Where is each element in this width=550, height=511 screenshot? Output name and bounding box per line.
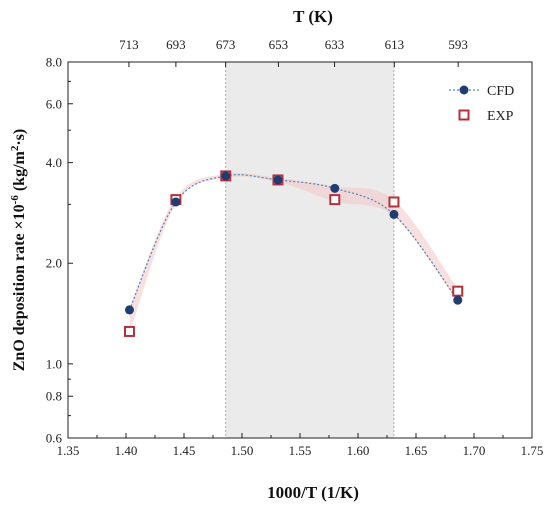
top-axis-title: T (K) (293, 7, 333, 26)
top-tick-label: 633 (325, 37, 345, 52)
y-tick-label: 0.8 (46, 389, 62, 404)
legend-exp-label: EXP (487, 109, 514, 124)
exp-point (329, 194, 341, 206)
y-tick-label: 2.0 (46, 256, 62, 271)
top-tick-label: 653 (269, 37, 289, 52)
legend-cfd-label: CFD (487, 84, 514, 99)
x-tick-label: 1.55 (289, 443, 312, 458)
top-tick-label: 673 (216, 37, 236, 52)
cfd-point (330, 183, 340, 193)
y-tick-label: 1.0 (46, 356, 62, 371)
cfd-point (273, 175, 283, 185)
y-tick-label: 8.0 (46, 55, 62, 70)
cfd-point (221, 171, 231, 181)
data-marks (123, 170, 464, 337)
cfd-point (171, 197, 181, 207)
exp-point (452, 285, 464, 297)
exp-point (388, 196, 400, 208)
top-tick-label: 713 (119, 37, 139, 52)
x-tick-label: 1.40 (115, 443, 138, 458)
top-tick-label: 613 (385, 37, 405, 52)
exp-point (123, 325, 135, 337)
cfd-point (124, 305, 134, 315)
cfd-point (389, 209, 399, 219)
x-tick-label: 1.75 (521, 443, 544, 458)
x-tick-label: 1.50 (231, 443, 254, 458)
y-tick-label: 4.0 (46, 155, 62, 170)
x-tick-label: 1.70 (463, 443, 486, 458)
legend-exp-marker (458, 109, 470, 121)
legend: CFD EXP (449, 84, 514, 124)
shaded-region (225, 62, 394, 438)
top-tick-label: 593 (448, 37, 468, 52)
x-tick-label: 1.65 (405, 443, 428, 458)
x-tick-label: 1.35 (57, 443, 80, 458)
x-axis-title: 1000/T (1/K) (267, 483, 359, 502)
legend-cfd-marker (459, 85, 469, 95)
x-tick-label: 1.45 (173, 443, 196, 458)
cfd-point (453, 295, 463, 305)
y-tick-label: 0.6 (46, 431, 63, 446)
y-axis-title: ZnO deposition rate ×10-6 (kg/m2·s) (9, 129, 28, 371)
y-tick-label: 6.0 (46, 96, 62, 111)
axis-ticks: 1.35 1.40 1.45 1.50 1.55 1.60 1.65 1.70 1.75 0.6 0… (46, 37, 544, 458)
x-tick-label: 1.60 (347, 443, 370, 458)
top-tick-label: 693 (166, 37, 186, 52)
